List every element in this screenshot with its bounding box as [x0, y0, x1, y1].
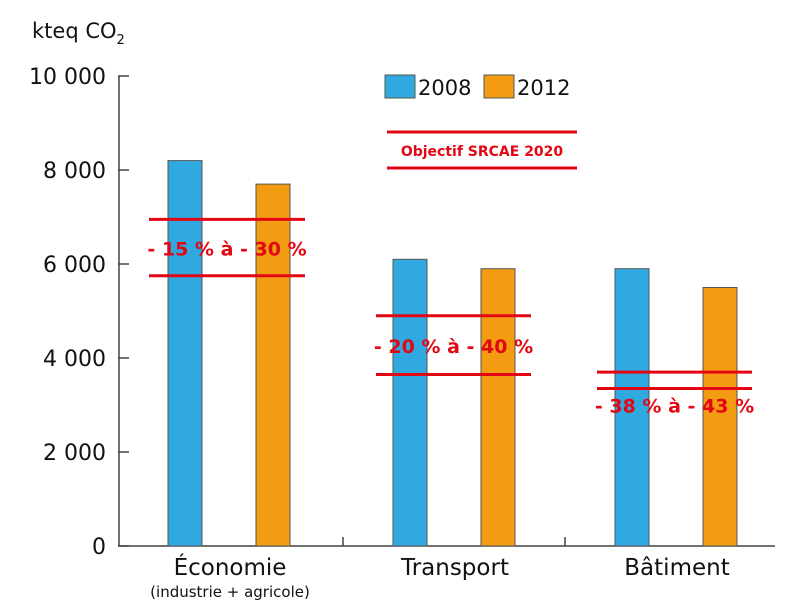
bar-2008-economie: [167, 160, 203, 547]
bar-2008-transport: [392, 258, 428, 547]
target-label: - 38 % à - 43 %: [595, 396, 754, 418]
bar-2012-transport: [480, 268, 516, 547]
y-tick-label: 2 000: [43, 441, 106, 466]
x-tick-label: Économie: [174, 553, 287, 581]
legend: 2008 2012 Objectif SRCAE 2020: [384, 74, 577, 170]
bars-group: [167, 160, 738, 547]
y-axis-unit-label: kteq CO2: [32, 19, 125, 48]
y-tick-label: 10 000: [29, 65, 106, 90]
legend-target-label: Objectif SRCAE 2020: [401, 144, 564, 160]
x-tick-label: Transport: [400, 555, 509, 581]
y-axis: 0 2 000 4 000 6 000 8 000 10 000: [29, 65, 129, 560]
y-axis-unit-subscript: 2: [117, 33, 125, 48]
y-tick-label: 4 000: [43, 347, 106, 372]
targets-group: - 15 % à - 30 % - 20 % à - 40 % - 38 % à -…: [147, 217, 754, 418]
bar-2008-batiment: [614, 268, 650, 547]
x-tick-sublabel: (industrie + agricole): [150, 583, 310, 601]
legend-swatch-2008: [384, 74, 416, 99]
bar-2012-economie: [255, 183, 291, 547]
x-axis: Économie (industrie + agricole) Transport B…: [119, 537, 775, 601]
target-label: - 15 % à - 30 %: [147, 239, 306, 261]
legend-swatch-2012: [483, 74, 515, 99]
x-tick-label: Bâtiment: [624, 555, 729, 581]
y-tick-label: 0: [92, 535, 106, 560]
legend-label-2008: 2008: [418, 76, 471, 100]
legend-label-2012: 2012: [517, 76, 570, 100]
target-label: - 20 % à - 40 %: [374, 336, 533, 358]
y-tick-label: 8 000: [43, 159, 106, 184]
y-tick-label: 6 000: [43, 253, 106, 278]
bar-2012-batiment: [702, 287, 738, 547]
